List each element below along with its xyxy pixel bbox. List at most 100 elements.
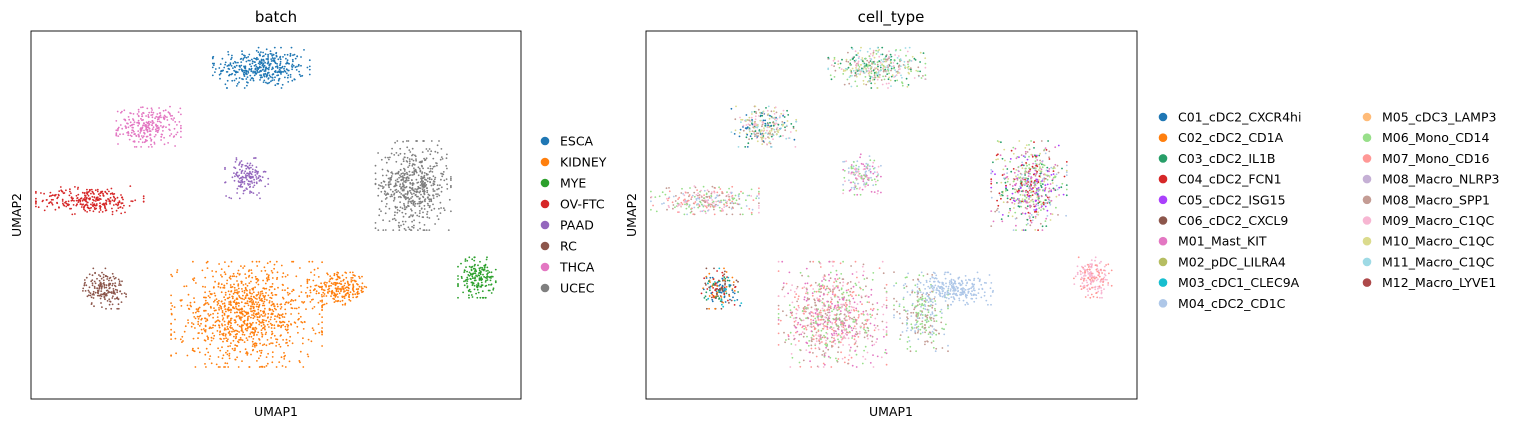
scatter-point xyxy=(1006,176,1009,178)
scatter-point xyxy=(255,322,258,324)
scatter-point xyxy=(99,207,102,210)
scatter-point xyxy=(82,199,85,201)
scatter-point xyxy=(710,203,713,206)
scatter-point xyxy=(1041,178,1044,181)
scatter-point xyxy=(282,339,284,341)
scatter-point xyxy=(903,60,906,63)
scatter-point xyxy=(214,324,217,327)
scatter-point xyxy=(253,306,255,308)
scatter-point xyxy=(136,121,139,124)
scatter-point xyxy=(232,306,234,309)
scatter-point xyxy=(385,193,388,196)
scatter-point xyxy=(233,172,235,175)
scatter-point xyxy=(790,123,793,125)
scatter-point xyxy=(248,326,251,328)
scatter-point xyxy=(116,289,119,292)
scatter-point xyxy=(212,275,214,278)
scatter-point xyxy=(317,267,319,270)
scatter-point xyxy=(1035,173,1037,176)
scatter-point xyxy=(423,204,426,207)
scatter-point xyxy=(129,121,132,124)
scatter-point xyxy=(762,135,765,137)
scatter-point xyxy=(860,162,863,165)
scatter-point xyxy=(1054,146,1057,149)
scatter-point xyxy=(1044,152,1047,155)
scatter-point xyxy=(171,275,174,278)
scatter-point xyxy=(853,56,855,58)
scatter-point xyxy=(259,342,261,345)
scatter-point xyxy=(717,204,719,207)
scatter-point xyxy=(299,361,301,364)
scatter-point xyxy=(760,129,763,132)
scatter-point xyxy=(1056,164,1059,167)
scatter-point xyxy=(1015,182,1018,185)
scatter-point xyxy=(270,316,272,318)
scatter-point xyxy=(338,282,341,285)
scatter-point xyxy=(248,53,251,56)
scatter-point xyxy=(325,295,328,297)
scatter-point xyxy=(766,143,768,146)
scatter-point xyxy=(719,188,722,190)
scatter-point xyxy=(277,58,280,61)
scatter-point xyxy=(471,296,474,298)
scatter-point xyxy=(271,361,274,364)
scatter-point xyxy=(154,134,157,136)
scatter-point xyxy=(345,272,348,274)
scatter-point xyxy=(253,74,256,77)
scatter-point xyxy=(349,271,352,274)
scatter-point xyxy=(757,132,760,135)
scatter-point xyxy=(83,208,85,211)
scatter-point xyxy=(778,116,781,119)
scatter-point xyxy=(760,136,762,139)
scatter-point xyxy=(100,295,103,298)
scatter-point xyxy=(866,176,869,179)
scatter-point xyxy=(707,190,710,193)
scatter-point xyxy=(320,282,322,285)
scatter-point xyxy=(735,199,738,202)
scatter-point xyxy=(223,302,226,305)
scatter-point xyxy=(228,352,231,355)
scatter-point xyxy=(183,285,186,288)
scatter-point xyxy=(224,63,227,66)
scatter-point xyxy=(260,66,262,69)
scatter-point xyxy=(691,194,694,197)
scatter-point xyxy=(347,282,349,285)
scatter-point xyxy=(1013,171,1016,174)
scatter-point xyxy=(1028,163,1031,166)
scatter-point xyxy=(255,166,258,169)
scatter-point xyxy=(299,315,302,318)
legend-marker xyxy=(540,241,550,251)
scatter-point xyxy=(349,300,352,302)
scatter-point xyxy=(248,63,251,66)
scatter-point xyxy=(661,203,663,205)
legend-item: ESCA xyxy=(540,134,594,149)
scatter-point xyxy=(56,197,59,200)
scatter-point xyxy=(102,273,105,276)
scatter-point xyxy=(848,179,850,182)
scatter-point xyxy=(877,69,880,72)
scatter-point xyxy=(270,297,273,300)
scatter-point xyxy=(873,71,876,74)
scatter-point xyxy=(213,309,216,312)
scatter-point xyxy=(279,345,282,348)
scatter-point xyxy=(850,46,853,49)
scatter-point xyxy=(403,206,406,208)
scatter-point xyxy=(863,165,866,168)
scatter-point xyxy=(187,322,190,324)
scatter-point xyxy=(841,58,843,61)
scatter-point xyxy=(849,75,852,77)
scatter-point xyxy=(758,129,761,131)
scatter-point xyxy=(262,321,265,324)
scatter-point xyxy=(336,293,339,295)
scatter-point xyxy=(411,164,414,167)
scatter-point xyxy=(738,198,741,200)
scatter-point xyxy=(306,282,309,284)
scatter-point xyxy=(889,79,892,82)
scatter-point xyxy=(750,133,753,135)
scatter-point xyxy=(893,76,895,78)
scatter-point xyxy=(753,110,756,113)
scatter-point xyxy=(450,185,452,187)
scatter-point xyxy=(713,186,716,189)
legend-label: MYE xyxy=(560,176,586,191)
scatter-point xyxy=(405,140,408,142)
